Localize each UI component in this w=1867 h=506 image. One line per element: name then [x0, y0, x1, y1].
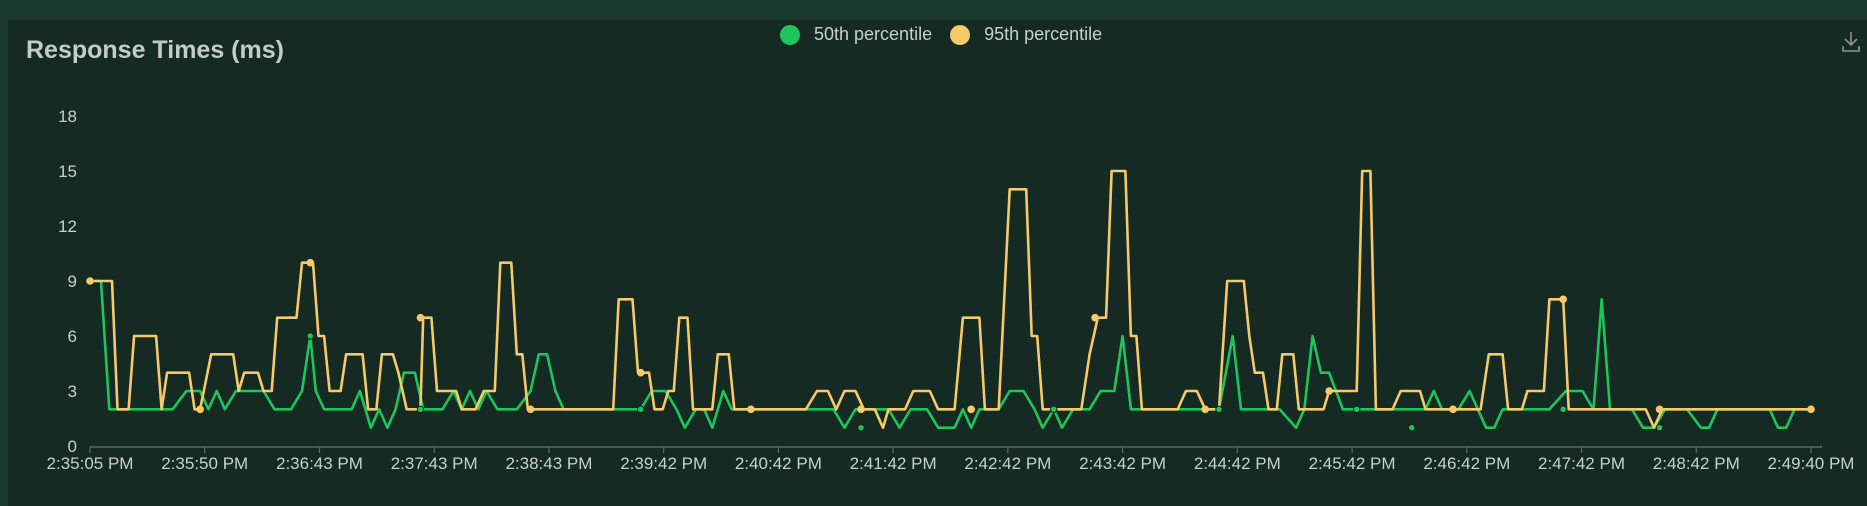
legend-swatch-50th [780, 24, 800, 45]
download-icon[interactable] [1841, 30, 1861, 54]
x-tick-label: 2:45:42 PM [1309, 454, 1396, 473]
x-tick-label: 2:38:43 PM [505, 454, 592, 473]
y-tick-label: 0 [68, 437, 77, 456]
y-tick-label: 15 [58, 162, 77, 181]
y-tick-label: 9 [68, 272, 77, 291]
x-tick-label: 2:48:42 PM [1653, 454, 1740, 473]
x-tick-label: 2:43:42 PM [1079, 454, 1166, 473]
x-tick-label: 2:41:42 PM [850, 454, 937, 473]
x-tick-label: 2:47:42 PM [1538, 454, 1625, 473]
point-95th [526, 405, 535, 414]
x-tick-label: 2:36:43 PM [276, 454, 363, 473]
x-tick-label: 2:40:42 PM [735, 454, 822, 473]
point-50th [1352, 405, 1361, 414]
point-95th [857, 405, 865, 414]
point-95th [636, 368, 645, 377]
x-tick-label: 2:44:42 PM [1194, 454, 1281, 473]
legend-item-50th[interactable]: 50th percentile [780, 24, 932, 45]
x-tick-label: 2:49:40 PM [1768, 454, 1855, 473]
legend-swatch-95th [950, 24, 971, 45]
point-95th [306, 258, 315, 267]
point-95th [1807, 405, 1815, 414]
legend-label-50th: 50th percentile [814, 24, 933, 44]
chart-legend: 50th percentile 95th percentile [780, 24, 1120, 45]
point-95th [967, 405, 975, 414]
x-tick-label: 2:35:05 PM [47, 454, 134, 473]
x-tick-label: 2:42:42 PM [964, 454, 1051, 473]
point-50th [1655, 423, 1664, 432]
point-50th [306, 332, 314, 340]
point-50th [1215, 405, 1223, 414]
y-tick-label: 12 [58, 217, 77, 236]
point-95th [416, 313, 425, 322]
point-95th [1655, 405, 1664, 414]
point-50th [637, 405, 645, 414]
point-95th [747, 405, 755, 414]
point-95th [86, 277, 94, 285]
point-95th [196, 405, 204, 414]
point-50th [416, 405, 425, 414]
point-95th [1559, 295, 1567, 304]
y-tick-label: 3 [68, 382, 77, 401]
y-tick-label: 18 [58, 107, 77, 126]
point-50th [1559, 405, 1567, 414]
chart-title: Response Times (ms) [26, 36, 284, 64]
series-line-50th [90, 279, 1811, 429]
legend-item-95th[interactable]: 95th percentile [950, 24, 1102, 45]
point-50th [1408, 423, 1416, 432]
point-50th [1050, 405, 1058, 414]
x-tick-label: 2:35:50 PM [161, 454, 248, 473]
x-tick-label: 2:39:42 PM [620, 454, 707, 473]
point-50th [857, 423, 865, 432]
x-tick-label: 2:37:43 PM [391, 454, 478, 473]
legend-label-95th: 95th percentile [984, 24, 1103, 44]
point-95th [1091, 313, 1099, 322]
point-95th [1201, 405, 1210, 414]
point-95th [1325, 387, 1333, 395]
point-95th [1449, 405, 1457, 414]
x-tick-label: 2:46:42 PM [1423, 454, 1510, 473]
series-line-95th [90, 169, 1811, 429]
y-tick-label: 6 [68, 327, 77, 346]
